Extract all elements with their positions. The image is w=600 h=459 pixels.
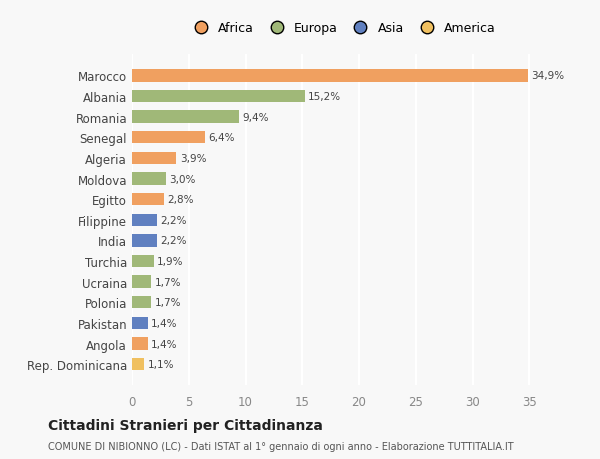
Bar bbox=[132, 317, 148, 330]
Bar bbox=[132, 111, 239, 123]
Bar bbox=[132, 276, 151, 288]
Text: 2,8%: 2,8% bbox=[167, 195, 194, 205]
Legend: Africa, Europa, Asia, America: Africa, Europa, Asia, America bbox=[184, 18, 500, 39]
Text: 1,9%: 1,9% bbox=[157, 257, 184, 267]
Text: COMUNE DI NIBIONNO (LC) - Dati ISTAT al 1° gennaio di ogni anno - Elaborazione T: COMUNE DI NIBIONNO (LC) - Dati ISTAT al … bbox=[48, 441, 514, 451]
Bar bbox=[132, 235, 157, 247]
Text: 2,2%: 2,2% bbox=[160, 236, 187, 246]
Bar bbox=[132, 70, 528, 83]
Bar bbox=[132, 91, 305, 103]
Bar bbox=[132, 214, 157, 226]
Bar bbox=[132, 358, 145, 370]
Text: 34,9%: 34,9% bbox=[532, 71, 565, 81]
Text: 1,1%: 1,1% bbox=[148, 359, 175, 369]
Text: 9,4%: 9,4% bbox=[242, 112, 269, 123]
Text: 6,4%: 6,4% bbox=[208, 133, 235, 143]
Text: 3,9%: 3,9% bbox=[179, 154, 206, 163]
Bar bbox=[132, 255, 154, 268]
Text: 2,2%: 2,2% bbox=[160, 215, 187, 225]
Bar bbox=[132, 194, 164, 206]
Bar bbox=[132, 338, 148, 350]
Text: 1,7%: 1,7% bbox=[155, 297, 181, 308]
Text: 15,2%: 15,2% bbox=[308, 92, 341, 102]
Bar bbox=[132, 132, 205, 144]
Bar bbox=[132, 173, 166, 185]
Text: Cittadini Stranieri per Cittadinanza: Cittadini Stranieri per Cittadinanza bbox=[48, 418, 323, 432]
Text: 1,4%: 1,4% bbox=[151, 318, 178, 328]
Text: 1,4%: 1,4% bbox=[151, 339, 178, 349]
Text: 1,7%: 1,7% bbox=[155, 277, 181, 287]
Text: 3,0%: 3,0% bbox=[169, 174, 196, 184]
Bar bbox=[132, 297, 151, 309]
Bar bbox=[132, 152, 176, 165]
